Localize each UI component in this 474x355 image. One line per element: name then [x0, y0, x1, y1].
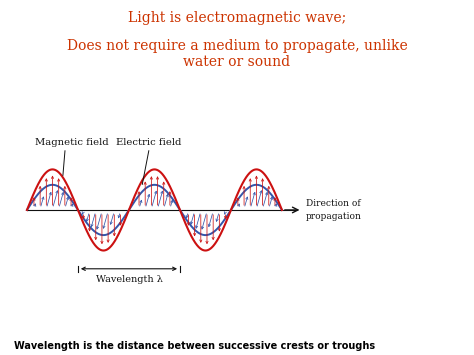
- Text: Wavelength is the distance between successive crests or troughs: Wavelength is the distance between succe…: [14, 342, 375, 351]
- Text: Electric field: Electric field: [116, 138, 182, 147]
- Text: Light is electromagnetic wave;: Light is electromagnetic wave;: [128, 11, 346, 24]
- Text: Direction of
propagation: Direction of propagation: [306, 199, 362, 221]
- Text: Magnetic field: Magnetic field: [35, 138, 108, 147]
- Text: Wavelength λ: Wavelength λ: [96, 275, 163, 284]
- Text: Does not require a medium to propagate, unlike
water or sound: Does not require a medium to propagate, …: [67, 39, 407, 69]
